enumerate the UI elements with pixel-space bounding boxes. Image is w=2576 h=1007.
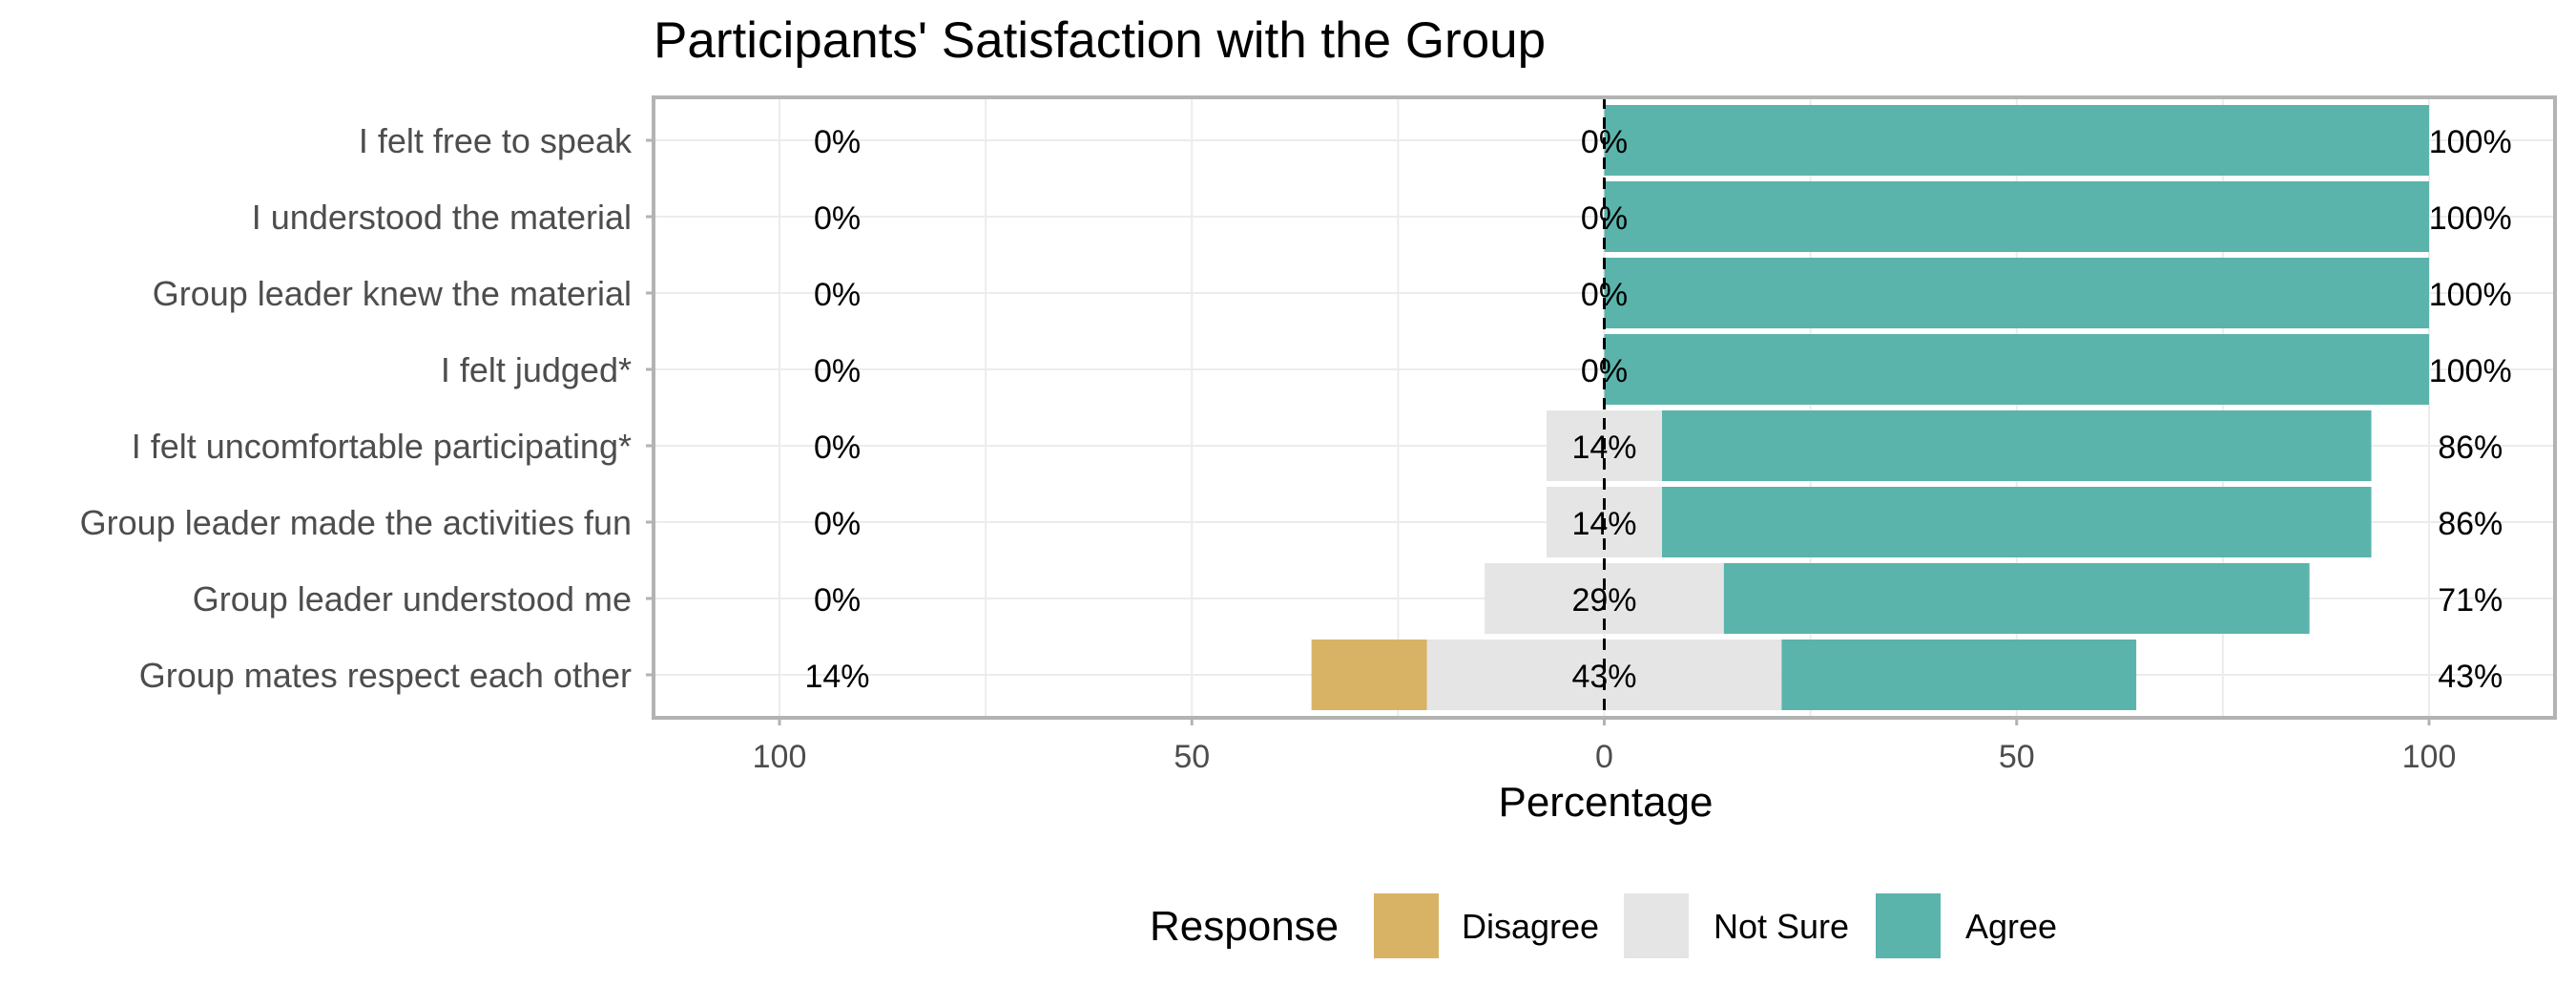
data-label-agree: 100% xyxy=(2429,124,2512,160)
data-label-disagree: 0% xyxy=(814,200,861,237)
legend: Response Disagree Not Sure Agree xyxy=(1150,893,2057,958)
data-label-not-sure: 0% xyxy=(1581,353,1628,389)
bar-agree-group-leader-made-the-activities-fun xyxy=(1662,487,2372,557)
bar-not-sure-group-mates-respect-each-other xyxy=(1426,640,1782,710)
data-label-disagree: 0% xyxy=(814,582,861,619)
bar-agree-i-felt-judged xyxy=(1604,334,2429,405)
y-tick-label: Group leader made the activities fun xyxy=(80,503,632,542)
y-tick-label: Group leader understood me xyxy=(193,579,632,619)
bar-agree-i-understood-the-material xyxy=(1604,181,2429,252)
legend-key-disagree xyxy=(1374,893,1439,958)
data-label-not-sure: 0% xyxy=(1581,200,1628,237)
bar-agree-group-mates-respect-each-other xyxy=(1781,640,2137,710)
bar-disagree-group-mates-respect-each-other xyxy=(1311,640,1427,710)
data-label-disagree: 0% xyxy=(814,353,861,389)
data-label-agree: 86% xyxy=(2438,430,2503,466)
x-axis-title: Percentage xyxy=(1498,779,1713,826)
bar-agree-i-felt-free-to-speak xyxy=(1604,105,2429,176)
data-label-not-sure: 29% xyxy=(1571,582,1636,619)
data-label-disagree: 0% xyxy=(814,430,861,466)
legend-label-agree: Agree xyxy=(1965,907,2057,946)
data-label-not-sure: 43% xyxy=(1571,659,1636,695)
data-label-agree: 43% xyxy=(2438,659,2503,695)
axis-layer: I felt free to speak I understood the mat… xyxy=(80,95,2557,775)
y-tick-label: Group leader knew the material xyxy=(153,274,632,313)
data-label-disagree: 14% xyxy=(804,659,869,695)
x-tick-label: 50 xyxy=(1174,739,1210,775)
data-label-not-sure: 14% xyxy=(1571,430,1636,466)
data-label-agree: 100% xyxy=(2429,353,2512,389)
y-tick-label: I felt free to speak xyxy=(359,121,633,160)
bar-agree-group-leader-understood-me xyxy=(1723,563,2310,634)
data-label-not-sure: 0% xyxy=(1581,124,1628,160)
data-label-agree: 86% xyxy=(2438,506,2503,542)
legend-key-not-sure xyxy=(1624,893,1689,958)
data-label-disagree: 0% xyxy=(814,277,861,313)
legend-label-not-sure: Not Sure xyxy=(1714,907,1849,946)
y-tick-label: I felt judged* xyxy=(441,350,632,389)
y-tick-label: Group mates respect each other xyxy=(139,656,632,695)
legend-title: Response xyxy=(1150,903,1339,950)
y-tick-label: I felt uncomfortable participating* xyxy=(132,427,632,466)
data-label-not-sure: 14% xyxy=(1571,506,1636,542)
x-tick-label: 100 xyxy=(2402,739,2457,775)
bar-agree-i-felt-uncomfortable-participating xyxy=(1662,410,2372,481)
data-label-agree: 71% xyxy=(2438,582,2503,619)
labels-layer: 0% 0% 100% 0% 0% 100% 0% 0% 100% 0% 0% 100% 0% 14% 86%… xyxy=(804,124,2511,695)
data-label-agree: 100% xyxy=(2429,277,2512,313)
data-label-agree: 100% xyxy=(2429,200,2512,237)
y-tick-label: I understood the material xyxy=(252,198,632,237)
bars-layer xyxy=(1311,97,2429,718)
x-tick-label: 100 xyxy=(753,739,807,775)
legend-key-agree xyxy=(1876,893,1941,958)
chart-title: Participants' Satisfaction with the Grou… xyxy=(654,12,1546,69)
data-label-disagree: 0% xyxy=(814,506,861,542)
x-tick-label: 50 xyxy=(1999,739,2035,775)
legend-label-disagree: Disagree xyxy=(1462,907,1599,946)
x-tick-label: 0 xyxy=(1595,739,1613,775)
data-label-disagree: 0% xyxy=(814,124,861,160)
bar-agree-group-leader-knew-the-material xyxy=(1604,258,2429,328)
data-label-not-sure: 0% xyxy=(1581,277,1628,313)
